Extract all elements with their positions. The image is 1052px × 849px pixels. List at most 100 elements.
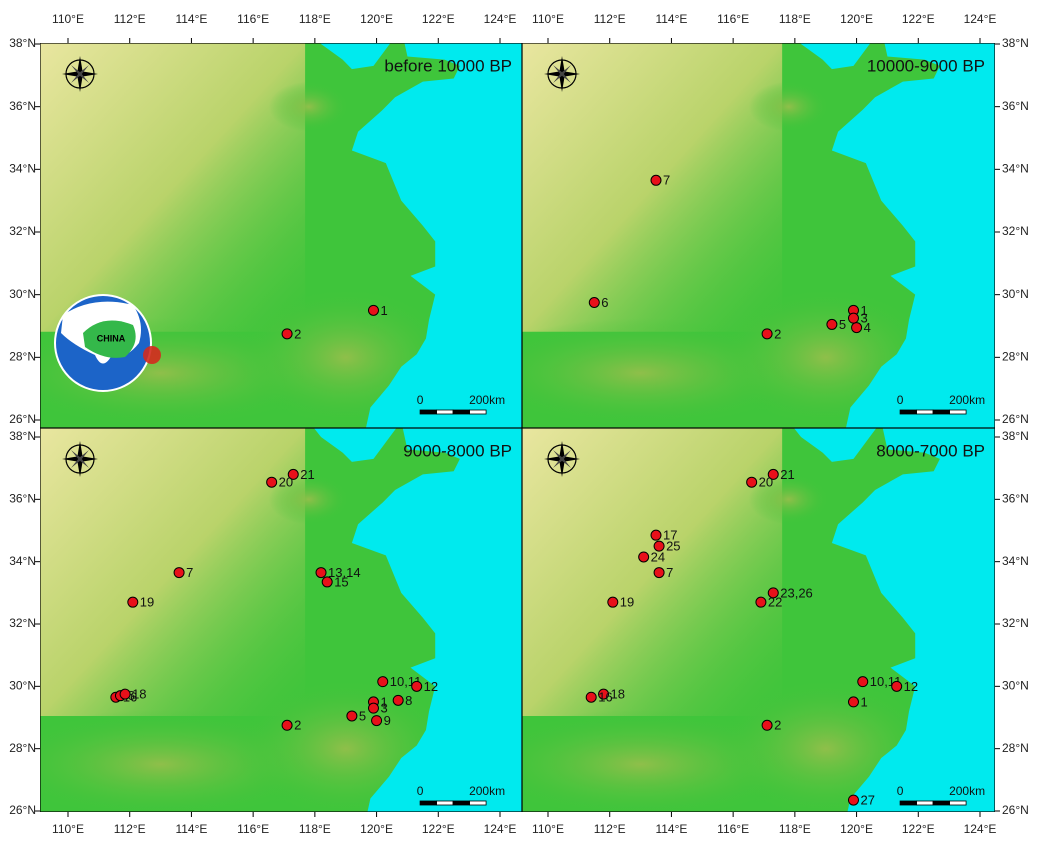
lon-tick-label: 112°E — [594, 822, 626, 836]
site-marker — [746, 476, 758, 488]
mountains — [522, 428, 783, 716]
site-marker — [653, 540, 665, 552]
hills — [268, 81, 349, 132]
site-marker — [367, 702, 379, 714]
site-marker — [585, 691, 597, 703]
site-marker — [761, 719, 773, 731]
lat-tick-label: 34°N — [1002, 162, 1029, 176]
site-marker — [371, 715, 383, 727]
lon-tick-label: 116°E — [717, 12, 749, 26]
lat-tick-label: 38°N — [1002, 36, 1029, 50]
globe-highlight — [143, 346, 161, 364]
site-label: 2 — [774, 326, 781, 341]
site-marker — [653, 567, 665, 579]
hills — [748, 474, 829, 525]
site-label: 6 — [127, 688, 134, 703]
panel-title: before 10000 BP — [384, 56, 512, 75]
mountains — [40, 43, 306, 332]
hills — [268, 474, 349, 525]
site-label: 17 — [663, 528, 677, 543]
site-marker — [847, 696, 859, 708]
site-marker — [315, 567, 327, 579]
sea — [351, 43, 522, 428]
lat-tick-label: 32°N — [9, 224, 36, 238]
lon-tick-label: 120°E — [360, 12, 393, 26]
scale-label: 200km — [949, 393, 985, 407]
site-label: 19 — [140, 595, 154, 610]
site-label: 18 — [611, 687, 625, 702]
lat-tick-label: 30°N — [1002, 679, 1029, 693]
scale-bar — [469, 800, 487, 806]
site-label: 18 — [132, 687, 146, 702]
site-label: 5 — [359, 708, 366, 723]
site-marker — [127, 596, 139, 608]
lon-tick-label: 122°E — [422, 12, 455, 26]
site-label: 7 — [666, 565, 673, 580]
sea — [800, 43, 871, 70]
site-marker — [287, 468, 299, 480]
scale-bar — [932, 409, 950, 415]
site-marker — [392, 694, 404, 706]
site-marker — [173, 567, 185, 579]
lon-tick-label: 110°E — [52, 12, 84, 26]
site-label: 1 — [860, 694, 867, 709]
site-label: 2 — [294, 718, 301, 733]
compass — [553, 450, 571, 468]
site-marker — [761, 328, 773, 340]
scale-bar — [419, 409, 437, 415]
site-label: 15 — [334, 574, 348, 589]
lat-tick-label: 28°N — [1002, 741, 1029, 755]
lat-tick-label: 26°N — [9, 412, 36, 426]
site-marker — [367, 304, 379, 316]
scale-label: 0 — [897, 393, 904, 407]
site-marker — [588, 297, 600, 308]
site-label: 8 — [405, 693, 412, 708]
site-label: 13,14 — [328, 565, 361, 580]
site-label: 25 — [666, 539, 680, 554]
site-label: 21 — [300, 467, 314, 482]
lon-tick-label: 120°E — [840, 822, 873, 836]
site-label: 2 — [294, 326, 301, 341]
sea — [831, 428, 995, 812]
site-marker — [650, 174, 662, 186]
scale-bar — [436, 800, 454, 806]
scale-label: 0 — [417, 393, 424, 407]
site-marker — [411, 680, 423, 692]
site-marker — [847, 312, 859, 324]
lat-tick-label: 30°N — [1002, 287, 1029, 301]
sea — [831, 43, 995, 428]
lat-tick-label: 28°N — [9, 741, 36, 755]
site-marker — [857, 676, 869, 688]
lat-tick-label: 28°N — [9, 350, 36, 364]
lat-tick-label: 30°N — [9, 287, 36, 301]
lat-tick-label: 38°N — [1002, 429, 1029, 443]
lon-tick-label: 124°E — [484, 12, 517, 26]
lon-tick-label: 116°E — [717, 822, 749, 836]
scale-bar — [452, 409, 470, 415]
lon-tick-label: 122°E — [902, 822, 935, 836]
site-marker — [650, 529, 662, 541]
site-marker — [321, 576, 333, 588]
compass — [71, 450, 89, 468]
site-label: 7 — [186, 565, 193, 580]
lon-tick-label: 124°E — [484, 822, 517, 836]
lat-tick-label: 36°N — [1002, 492, 1029, 506]
site-label: 24 — [651, 549, 665, 564]
site-marker — [281, 719, 293, 731]
site-label: 1 — [380, 303, 387, 318]
hills — [748, 81, 829, 132]
site-label: 2 — [774, 718, 781, 733]
lat-tick-label: 28°N — [1002, 350, 1029, 364]
lat-tick-label: 36°N — [1002, 99, 1029, 113]
mountains — [522, 43, 783, 332]
scale-bar — [469, 409, 487, 415]
lon-tick-label: 112°E — [114, 12, 146, 26]
lon-tick-label: 112°E — [594, 12, 626, 26]
mountains — [40, 428, 306, 716]
lon-tick-label: 124°E — [964, 822, 997, 836]
site-label: 4 — [864, 320, 871, 335]
lon-tick-label: 118°E — [299, 12, 331, 26]
site-label: 12 — [904, 679, 918, 694]
lat-tick-label: 32°N — [9, 616, 36, 630]
